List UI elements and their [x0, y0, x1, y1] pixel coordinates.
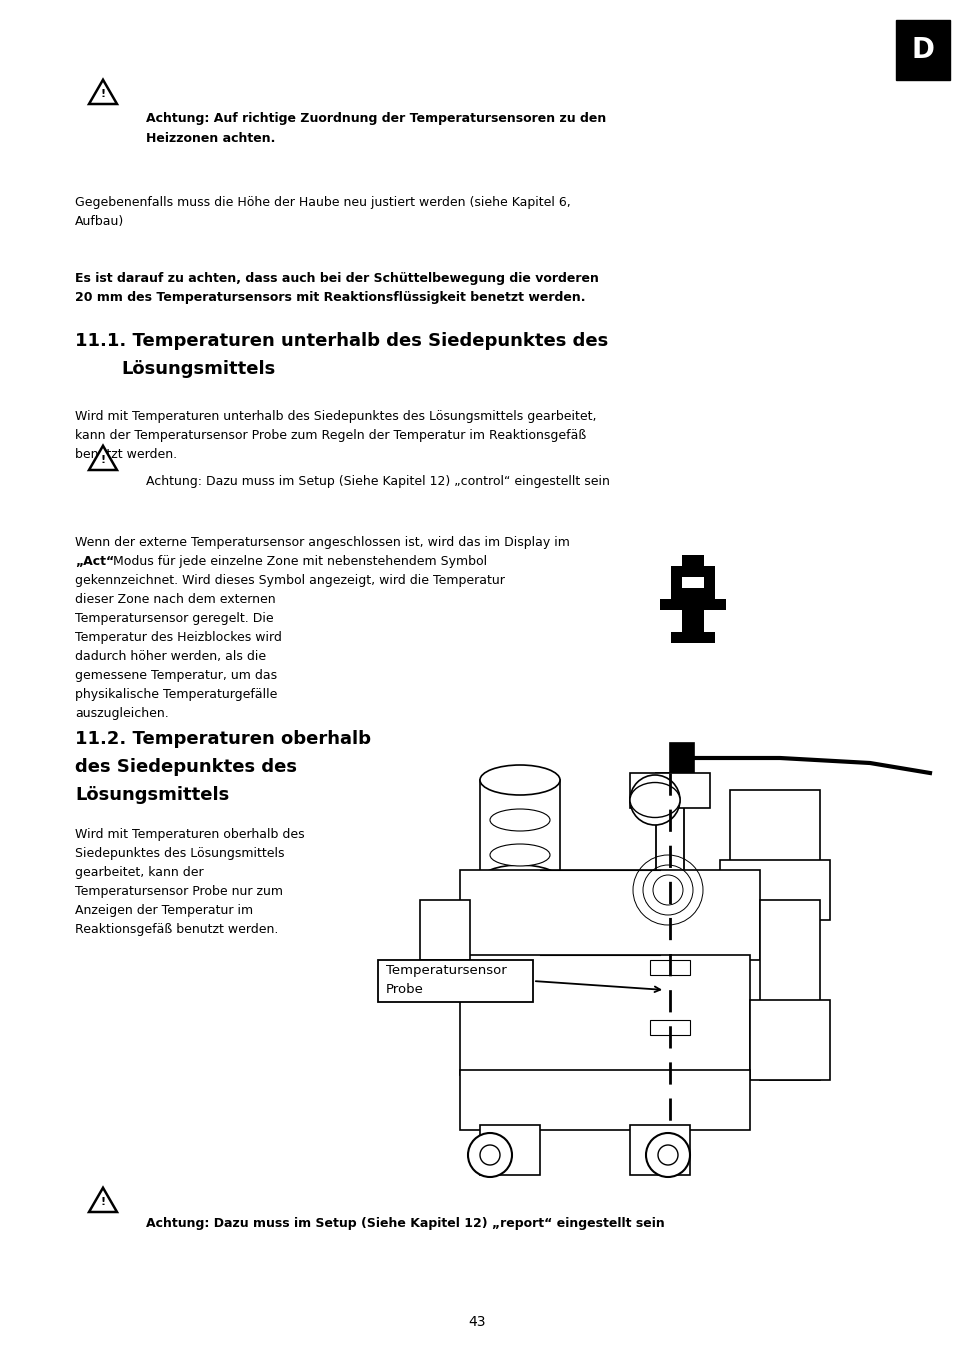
- Text: Wenn der externe Temperatursensor angeschlossen ist, wird das im Display im: Wenn der externe Temperatursensor angesc…: [75, 536, 569, 549]
- Text: Temperatursensor: Temperatursensor: [386, 965, 506, 977]
- Text: gekennzeichnet. Wird dieses Symbol angezeigt, wird die Temperatur: gekennzeichnet. Wird dieses Symbol angez…: [75, 574, 504, 586]
- Text: Achtung: Dazu muss im Setup (Siehe Kapitel 12) „report“ eingestellt sein: Achtung: Dazu muss im Setup (Siehe Kapit…: [146, 1217, 664, 1229]
- Text: 11.2. Temperaturen oberhalb: 11.2. Temperaturen oberhalb: [75, 730, 371, 748]
- Bar: [649, 1020, 689, 1035]
- Text: Probe: Probe: [386, 984, 423, 996]
- Text: Temperatur des Heizblockes wird: Temperatur des Heizblockes wird: [75, 631, 281, 644]
- Bar: [377, 961, 533, 1002]
- Text: Achtung: Auf richtige Zuordnung der Temperatursensoren zu den: Achtung: Auf richtige Zuordnung der Temp…: [146, 112, 605, 126]
- Bar: [681, 621, 692, 632]
- Circle shape: [629, 775, 679, 825]
- Bar: [714, 598, 725, 611]
- Circle shape: [479, 1146, 499, 1165]
- Circle shape: [658, 1146, 678, 1165]
- Bar: [681, 632, 692, 643]
- Text: Wird mit Temperaturen oberhalb des: Wird mit Temperaturen oberhalb des: [75, 828, 304, 842]
- Text: kann der Temperatursensor Probe zum Regeln der Temperatur im Reaktionsgefäß: kann der Temperatursensor Probe zum Rege…: [75, 430, 586, 442]
- Text: D: D: [910, 36, 934, 63]
- Ellipse shape: [490, 809, 550, 831]
- Bar: [692, 621, 703, 632]
- Text: Aufbau): Aufbau): [75, 215, 124, 228]
- Bar: [459, 870, 760, 961]
- Bar: [703, 598, 714, 611]
- Bar: [479, 780, 559, 880]
- Bar: [703, 588, 714, 598]
- Bar: [749, 1000, 829, 1079]
- Bar: [729, 790, 820, 870]
- Text: Lösungsmittels: Lösungsmittels: [121, 359, 275, 378]
- Bar: [720, 861, 829, 920]
- Text: Gegebenenfalls muss die Höhe der Haube neu justiert werden (siehe Kapitel 6,: Gegebenenfalls muss die Höhe der Haube n…: [75, 196, 570, 209]
- Bar: [895, 20, 949, 80]
- Text: !: !: [100, 1197, 106, 1206]
- Ellipse shape: [490, 844, 550, 866]
- Bar: [703, 566, 714, 577]
- Bar: [703, 632, 714, 643]
- Bar: [629, 773, 709, 808]
- Text: 20 mm des Temperatursensors mit Reaktionsflüssigkeit benetzt werden.: 20 mm des Temperatursensors mit Reaktion…: [75, 290, 585, 304]
- Polygon shape: [89, 446, 117, 470]
- Ellipse shape: [629, 782, 679, 817]
- Circle shape: [645, 1133, 689, 1177]
- Text: Achtung: Dazu muss im Setup (Siehe Kapitel 12) „control“ eingestellt sein: Achtung: Dazu muss im Setup (Siehe Kapit…: [146, 476, 609, 488]
- Text: !: !: [100, 455, 106, 465]
- Bar: [681, 555, 692, 566]
- Bar: [692, 555, 703, 566]
- Bar: [681, 588, 692, 598]
- Bar: [670, 577, 681, 588]
- Text: dadurch höher werden, als die: dadurch höher werden, als die: [75, 650, 266, 663]
- Bar: [659, 598, 670, 611]
- Bar: [681, 598, 692, 611]
- Bar: [649, 961, 689, 975]
- Text: „Act“: „Act“: [75, 555, 114, 567]
- Bar: [692, 588, 703, 598]
- Text: physikalische Temperaturgefälle: physikalische Temperaturgefälle: [75, 688, 277, 701]
- Text: 43: 43: [468, 1315, 485, 1329]
- Text: Reaktionsgefäß benutzt werden.: Reaktionsgefäß benutzt werden.: [75, 923, 278, 936]
- Polygon shape: [89, 80, 117, 104]
- Text: Modus für jede einzelne Zone mit nebenstehendem Symbol: Modus für jede einzelne Zone mit nebenst…: [109, 555, 487, 567]
- Text: Heizzonen achten.: Heizzonen achten.: [146, 132, 275, 145]
- Text: Lösungsmittels: Lösungsmittels: [75, 786, 229, 804]
- Polygon shape: [89, 1188, 117, 1212]
- Ellipse shape: [479, 865, 559, 894]
- Bar: [459, 955, 749, 1075]
- Bar: [656, 773, 683, 1123]
- Bar: [629, 1125, 689, 1175]
- Bar: [692, 566, 703, 577]
- Bar: [681, 611, 692, 621]
- Bar: [670, 588, 681, 598]
- Bar: [760, 900, 820, 1079]
- Bar: [692, 611, 703, 621]
- Text: gearbeitet, kann der: gearbeitet, kann der: [75, 866, 203, 880]
- Text: auszugleichen.: auszugleichen.: [75, 707, 169, 720]
- Bar: [459, 1070, 749, 1129]
- Bar: [479, 1125, 539, 1175]
- Bar: [419, 900, 470, 961]
- Text: gemessene Temperatur, um das: gemessene Temperatur, um das: [75, 669, 276, 682]
- Bar: [670, 632, 681, 643]
- Text: dieser Zone nach dem externen: dieser Zone nach dem externen: [75, 593, 275, 607]
- Text: Siedepunktes des Lösungsmittels: Siedepunktes des Lösungsmittels: [75, 847, 284, 861]
- Bar: [670, 566, 681, 577]
- Text: 11.1. Temperaturen unterhalb des Siedepunktes des: 11.1. Temperaturen unterhalb des Siedepu…: [75, 332, 608, 350]
- Text: Es ist darauf zu achten, dass auch bei der Schüttelbewegung die vorderen: Es ist darauf zu achten, dass auch bei d…: [75, 272, 598, 285]
- Circle shape: [468, 1133, 512, 1177]
- Bar: [703, 577, 714, 588]
- Bar: [670, 598, 681, 611]
- Text: !: !: [100, 89, 106, 99]
- Text: Temperatursensor Probe nur zum: Temperatursensor Probe nur zum: [75, 885, 283, 898]
- Text: benutzt werden.: benutzt werden.: [75, 449, 177, 461]
- Bar: [681, 566, 692, 577]
- Text: Wird mit Temperaturen unterhalb des Siedepunktes des Lösungsmittels gearbeitet,: Wird mit Temperaturen unterhalb des Sied…: [75, 409, 596, 423]
- Ellipse shape: [479, 765, 559, 794]
- Text: Temperatursensor geregelt. Die: Temperatursensor geregelt. Die: [75, 612, 274, 626]
- Text: des Siedepunktes des: des Siedepunktes des: [75, 758, 296, 775]
- Text: Anzeigen der Temperatur im: Anzeigen der Temperatur im: [75, 904, 253, 917]
- Bar: [692, 632, 703, 643]
- Bar: [669, 743, 693, 773]
- Bar: [692, 598, 703, 611]
